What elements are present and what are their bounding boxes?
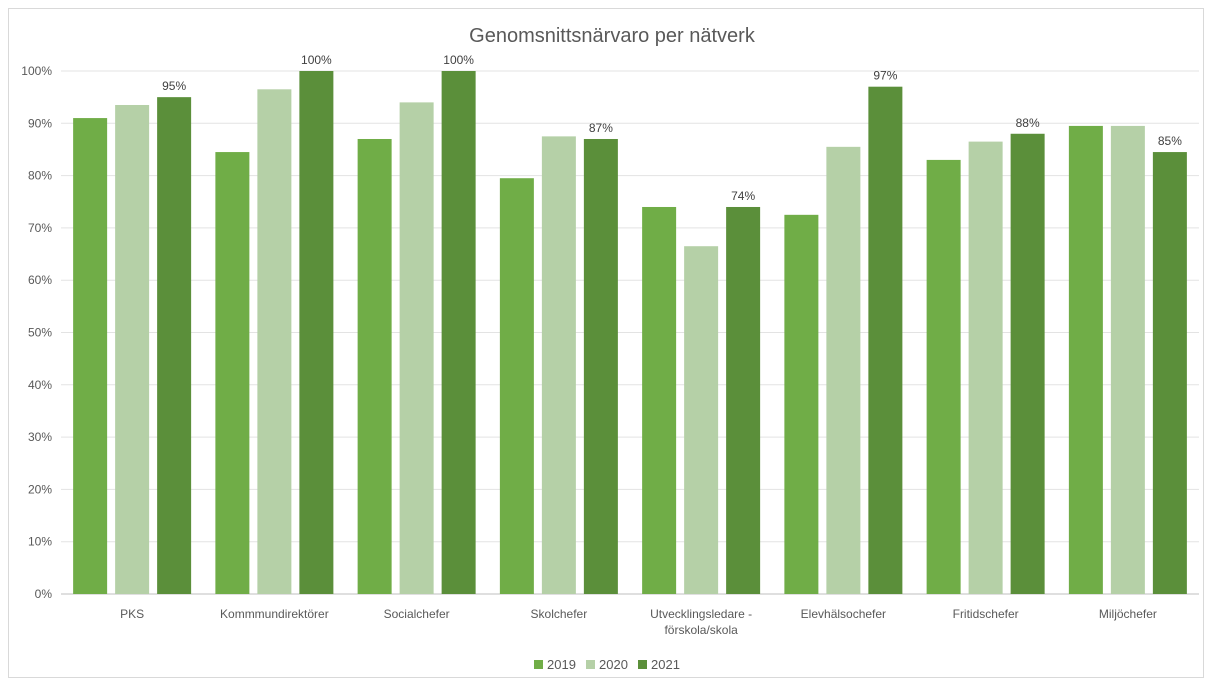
data-label: 100% (443, 53, 474, 67)
bar (784, 214, 819, 594)
legend-swatch (534, 660, 543, 669)
bar (726, 206, 761, 595)
data-label: 74% (731, 189, 755, 203)
legend: 2019 2020 2021 (534, 657, 680, 672)
x-tick-label: Kommmundirektörer (220, 607, 329, 621)
y-tick-label: 30% (28, 430, 52, 444)
data-label: 95% (162, 79, 186, 93)
bar (541, 136, 576, 594)
bar (257, 89, 292, 595)
bar (826, 146, 861, 594)
y-tick-label: 10% (28, 535, 52, 549)
bar (1110, 125, 1145, 594)
y-tick-label: 100% (21, 64, 52, 78)
bar (684, 246, 719, 594)
y-tick-label: 20% (28, 482, 52, 496)
x-tick-label: förskola/skola (664, 623, 738, 637)
data-label: 85% (1158, 134, 1182, 148)
x-tick-label: Fritidschefer (953, 607, 1019, 621)
x-tick-label: Socialchefer (384, 607, 450, 621)
x-tick-label: Utvecklingsledare - (650, 607, 752, 621)
legend-label: 2021 (651, 657, 680, 672)
gridlines (61, 70, 1199, 595)
x-tick-label: Miljöchefer (1099, 607, 1157, 621)
bar (583, 138, 618, 595)
y-tick-label: 40% (28, 378, 52, 392)
bar (499, 178, 534, 594)
bar (1068, 125, 1103, 594)
data-labels: 95% 100% 100% 87% 74% 97% 88% 85% (162, 53, 1182, 203)
x-axis: PKS Kommmundirektörer Socialchefer Skolchef… (120, 607, 1157, 637)
bar (399, 102, 434, 594)
bar (157, 97, 192, 595)
x-tick-label: PKS (120, 607, 144, 621)
y-tick-label: 50% (28, 326, 52, 340)
bar (926, 159, 961, 594)
y-axis: 0% 10% 20% 30% 40% 50% 60% 70% 80% 90% 100% (21, 64, 52, 601)
bar (299, 71, 334, 594)
legend-swatch (586, 660, 595, 669)
chart-title: Genomsnittsnärvaro per nätverk (469, 25, 756, 47)
legend-swatch (638, 660, 647, 669)
y-tick-label: 0% (35, 587, 53, 601)
bar (642, 206, 677, 595)
y-tick-label: 90% (28, 116, 52, 130)
bar (73, 118, 108, 594)
bar (968, 141, 1003, 595)
bar (1152, 152, 1187, 594)
data-label: 88% (1016, 116, 1040, 130)
data-label: 97% (873, 69, 897, 83)
bar (868, 86, 903, 594)
x-tick-label: Skolchefer (531, 607, 588, 621)
y-tick-label: 70% (28, 221, 52, 235)
bar (1010, 133, 1045, 594)
bar (357, 138, 392, 595)
legend-label: 2020 (599, 657, 628, 672)
bar (215, 152, 250, 594)
y-tick-label: 80% (28, 169, 52, 183)
x-tick-label: Elevhälsochefer (801, 607, 886, 621)
legend-label: 2019 (547, 657, 576, 672)
data-label: 87% (589, 121, 613, 135)
data-label: 100% (301, 53, 332, 67)
y-tick-label: 60% (28, 273, 52, 287)
bars (73, 71, 1187, 595)
bar (441, 71, 476, 594)
bar (115, 104, 150, 595)
